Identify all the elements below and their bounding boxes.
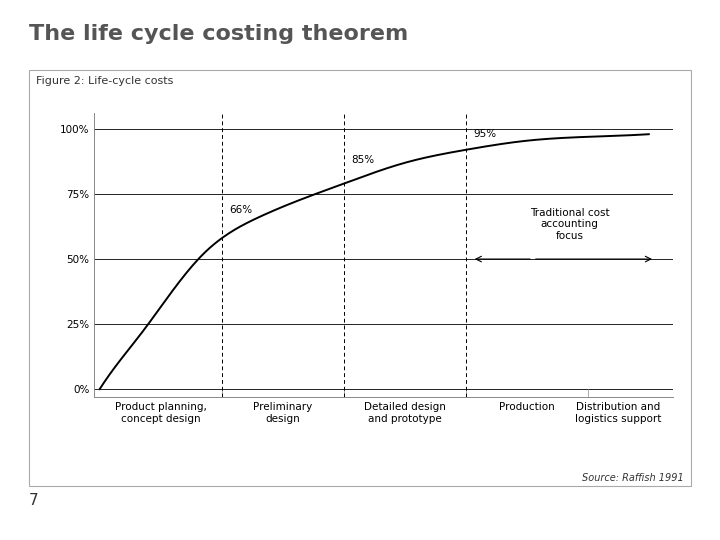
Text: 7: 7 [29,492,38,508]
Text: The life cycle costing theorem: The life cycle costing theorem [29,24,408,44]
Text: Source: Raffish 1991: Source: Raffish 1991 [582,473,684,483]
Text: 66%: 66% [229,205,252,215]
Text: Traditional cost
accounting
focus: Traditional cost accounting focus [530,208,609,241]
Text: 95%: 95% [473,130,496,139]
Text: 85%: 85% [351,156,374,165]
Text: Figure 2: Life-cycle costs: Figure 2: Life-cycle costs [36,76,174,86]
